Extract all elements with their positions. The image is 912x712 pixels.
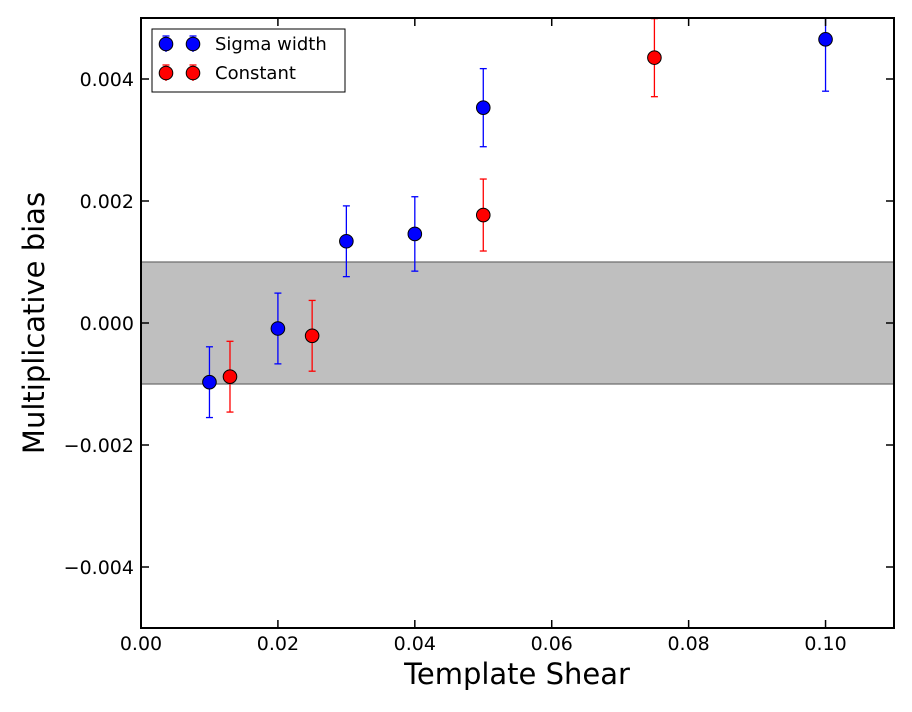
x-axis-label: Template Shear — [403, 657, 630, 691]
data-point-group — [475, 178, 491, 252]
data-point-group — [304, 299, 320, 372]
legend-marker — [185, 65, 201, 81]
tick-layer: 0.00 0.02 0.04 0.06 0.08 0.10 −0.004 −0.002 0.00… — [64, 18, 894, 655]
data-point-group — [339, 205, 354, 278]
legend: Sigma width Constant — [151, 28, 346, 93]
y-tick-label: 0.000 — [80, 313, 134, 335]
legend-label: Constant — [215, 63, 296, 84]
x-tick-label: 0.00 — [120, 633, 162, 655]
data-point — [475, 207, 491, 223]
reference-band-layer — [141, 261, 894, 385]
data-point — [304, 328, 320, 344]
data-point-group — [407, 196, 423, 272]
y-axis-label: Multiplicative bias — [17, 192, 51, 454]
data-point — [270, 321, 286, 336]
legend-marker — [158, 36, 174, 52]
data-layer — [202, 17, 833, 419]
x-tick-label: 0.10 — [804, 633, 846, 655]
data-point — [202, 374, 217, 390]
data-point-group — [222, 340, 238, 413]
legend-box — [151, 28, 346, 93]
x-tick-label: 0.02 — [257, 633, 299, 655]
x-tick-label: 0.06 — [531, 633, 573, 655]
data-point-group — [647, 17, 662, 98]
data-point-group — [270, 292, 286, 365]
legend-entry: Constant — [158, 63, 296, 84]
data-point-group — [818, 18, 833, 92]
data-point — [222, 369, 238, 384]
y-tick-label: −0.004 — [64, 557, 134, 579]
data-point-group — [202, 346, 217, 419]
y-tick-label: −0.002 — [64, 435, 134, 457]
data-point — [339, 233, 354, 249]
legend-marker — [158, 65, 174, 81]
legend-entry: Sigma width — [158, 34, 327, 55]
data-point — [407, 226, 423, 242]
y-tick-label: 0.002 — [80, 191, 134, 213]
data-point-group — [475, 67, 491, 148]
data-point — [647, 50, 662, 65]
x-tick-label: 0.08 — [667, 633, 709, 655]
data-point — [818, 32, 833, 47]
reference-band — [141, 262, 894, 384]
x-tick-label: 0.04 — [394, 633, 436, 655]
legend-marker — [185, 36, 201, 52]
legend-label: Sigma width — [215, 34, 327, 55]
y-tick-label: 0.004 — [80, 69, 134, 91]
data-point — [475, 100, 491, 115]
